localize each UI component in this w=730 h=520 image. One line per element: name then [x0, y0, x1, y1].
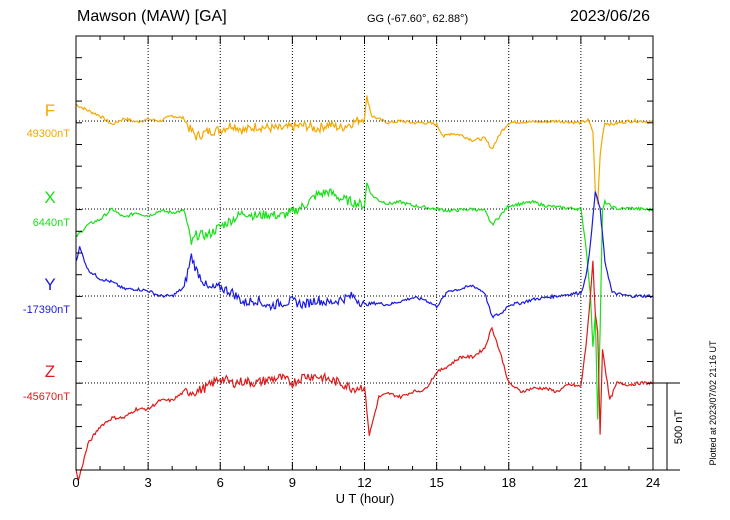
series-baseline-value-Y: -17390nT [23, 304, 70, 316]
x-tick-label-18: 18 [502, 475, 516, 490]
series-name-Z: Z [45, 362, 55, 381]
series-line-Z [75, 260, 654, 483]
x-tick-label-15: 15 [429, 475, 443, 490]
scale-bar: 500 nT [653, 382, 685, 471]
series-line-X [75, 182, 654, 420]
x-tick-label-6: 6 [217, 475, 224, 490]
x-tick-label-12: 12 [357, 475, 371, 490]
x-tick-labels: 0 3 6 9 12 15 18 21 24 [72, 475, 660, 490]
series-labels: F 49300nT X 6440nT Y -17390nT Z -45670nT [23, 101, 70, 403]
x-tick-label-0: 0 [72, 475, 79, 490]
series-baseline-value-X: 6440nT [33, 217, 71, 229]
axis-ticks [75, 36, 654, 471]
series-line-Y [75, 191, 654, 319]
series-lines [75, 95, 654, 483]
series-baseline-value-Z: -45670nT [23, 391, 70, 403]
series-name-Y: Y [44, 275, 55, 294]
x-tick-label-9: 9 [289, 475, 296, 490]
x-tick-label-21: 21 [574, 475, 588, 490]
x-tick-label-24: 24 [646, 475, 660, 490]
station-title: Mawson (MAW) [GA] [77, 8, 227, 25]
date-label: 2023/06/26 [570, 8, 651, 25]
coordinates-label: GG (-67.60°, 62.88°) [367, 13, 469, 25]
scale-bar-label: 500 nT [673, 410, 685, 445]
grid [76, 36, 653, 470]
series-name-X: X [44, 188, 55, 207]
series-line-F [75, 95, 654, 205]
plotted-timestamp: Plotted at 2023/07/02 21:16 UT [708, 340, 718, 466]
series-name-F: F [45, 101, 55, 120]
series-baseline-value-F: 49300nT [27, 128, 71, 140]
x-tick-label-3: 3 [145, 475, 152, 490]
x-axis-title: U T (hour) [336, 491, 395, 506]
